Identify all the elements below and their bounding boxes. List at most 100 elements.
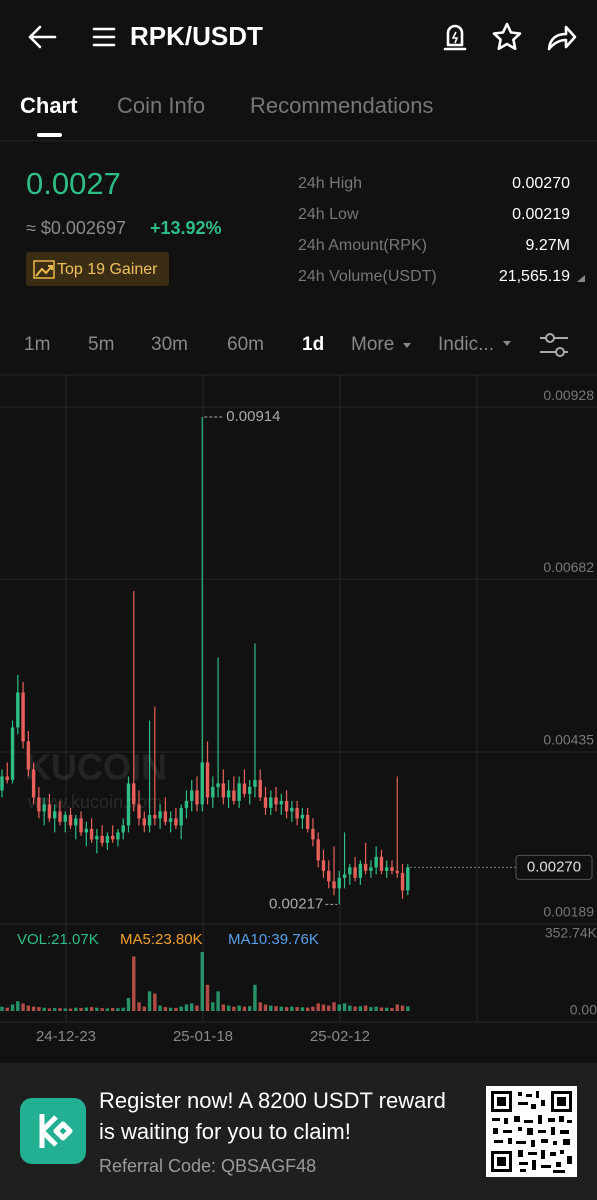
candle-body [258,779,262,798]
volume-bar [84,1007,89,1011]
candle-body [321,860,326,871]
volume-bar [316,1003,320,1011]
candle-body [121,825,125,833]
volume-bar [105,1008,110,1011]
candle-body [221,783,226,798]
candle-body [190,790,194,801]
y-tick-label: 0.00189 [543,904,594,920]
tab[interactable]: Coin Info [117,93,205,118]
interval-tab[interactable]: 30m [151,334,188,355]
volume-bar [400,1005,405,1011]
candle-body [63,814,67,822]
candle-body [31,769,36,798]
expand-toggle[interactable] [577,275,585,282]
last-price: 0.0027 [26,166,121,201]
candle-body [226,790,231,798]
candle-body [0,776,4,791]
candle-body [406,867,410,891]
banner-text: is waiting for you to claim! [99,1119,351,1144]
interval-tab[interactable]: More [351,334,394,355]
candle-body [168,818,173,822]
interval-tab[interactable]: 1d [302,334,324,355]
stat-label: 24h Amount(RPK) [298,237,427,254]
alert-button[interactable] [443,24,467,51]
volume-bar [311,1006,315,1011]
candle-body [53,811,57,819]
back-button[interactable] [28,25,57,49]
candle-body [58,811,62,822]
volume-bar [232,1006,236,1011]
volume-bar [137,1002,141,1011]
candle-body [305,814,310,829]
y-tick-label: 0.00928 [543,387,594,403]
candle-body [137,804,141,819]
candle-body [348,867,352,875]
qr-code [486,1086,577,1177]
favorite-button[interactable] [492,22,522,50]
date-label: 25-02-12 [310,1028,370,1045]
volume-bar [295,1007,299,1011]
candle-body [184,800,189,808]
volume-bar [363,1005,368,1011]
volume-bar [195,1005,199,1011]
interval-tab[interactable]: 5m [88,334,114,355]
volume-bar [226,1005,231,1011]
volume-bar [263,1004,268,1011]
volume-bar [100,1008,104,1011]
badge[interactable] [26,252,169,286]
candle-body [5,776,9,780]
candle-body [363,863,368,871]
candle-body [242,783,247,794]
min-price-label: 0.00217 [269,895,323,912]
tab[interactable]: Recommendations [250,93,433,118]
volume-bar [342,1003,347,1011]
tab[interactable]: Chart [20,93,78,118]
candle-body [116,832,120,840]
volume-bar [327,1005,331,1011]
volume-bar [274,1006,278,1011]
volume-bar [116,1008,120,1011]
volume-bar [142,1006,146,1011]
volume-bar [221,1004,226,1011]
badge-icon-frame [33,260,55,279]
candle-body [295,807,299,819]
menu-button[interactable] [92,27,116,47]
volume-bar [47,1008,52,1011]
y-tick-label: 0.00682 [543,559,594,575]
candle-body [74,818,78,826]
candle-body [153,814,157,819]
banner-text: Register now! A 8200 USDT reward [99,1088,446,1113]
interval-tab[interactable]: 60m [227,334,264,355]
volume-bar [95,1007,99,1011]
volume-bar [31,1006,36,1011]
candle-body [16,692,20,728]
volume-bar [89,1007,94,1011]
watermark: KUCOIN [25,747,167,788]
volume-bar [216,991,220,1011]
volume-bar [321,1004,326,1011]
volume-bar [5,1007,9,1011]
interval-tab[interactable]: Indic... [438,334,494,355]
candle-body [132,783,136,805]
volume-bar [337,1004,341,1011]
last-price-label: 0.00270 [527,858,581,875]
candle-body [100,835,104,843]
max-price-label: 0.00914 [226,408,280,425]
share-button[interactable] [547,25,577,51]
volume-tick-label: 0.00 [570,1002,597,1018]
settings-button[interactable] [540,333,568,357]
candle-body [290,807,294,812]
volume-bar [110,1007,115,1011]
volume-bar [358,1006,363,1011]
ma10-summary: MA10:39.76K [228,931,319,948]
volume-bar [374,1006,378,1011]
candle-body [37,797,41,812]
candle-body [400,872,405,891]
price-change: +13.92% [150,218,222,238]
volume-bar [26,1005,31,1011]
volume-bar [395,1004,399,1011]
interval-tab[interactable]: 1m [24,334,50,355]
volume-bar [126,997,131,1011]
volume-bar [379,1007,384,1011]
